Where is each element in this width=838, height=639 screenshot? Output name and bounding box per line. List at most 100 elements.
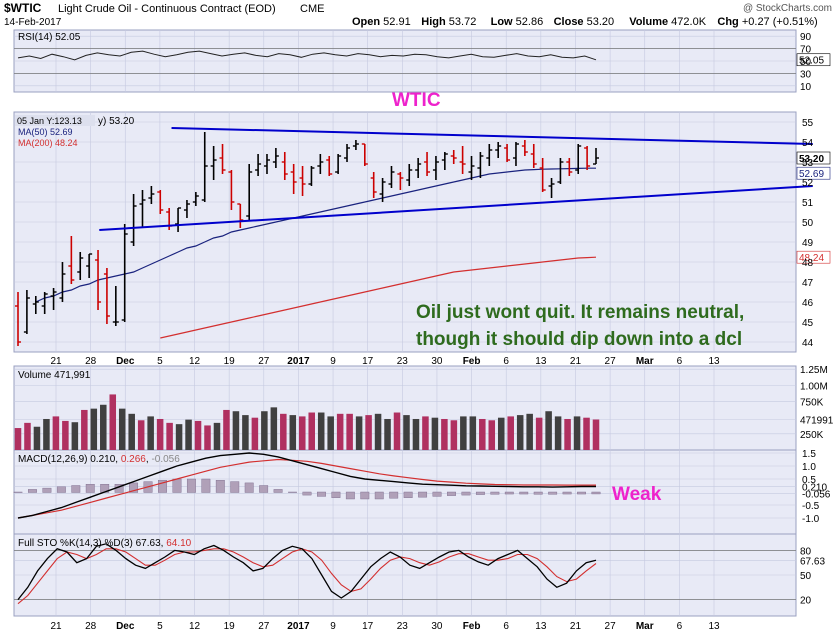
ma50-last-box-label: 52.69 — [799, 169, 824, 180]
macd-hist-17 — [259, 485, 269, 493]
macd-hist-39 — [577, 491, 586, 495]
macd-hist-15 — [230, 481, 240, 493]
macd-hist-32 — [475, 491, 485, 495]
xtick-price-6: 27 — [258, 356, 270, 367]
volume-bar-26 — [261, 411, 268, 450]
macd-hist-19 — [288, 491, 297, 493]
macd-hist-20 — [302, 491, 312, 496]
macd-hist-8 — [129, 482, 139, 493]
volume-bar-6 — [71, 422, 79, 450]
macd-hist-0 — [13, 491, 23, 493]
macd-hist-5 — [85, 484, 95, 493]
volume-bar-32 — [317, 412, 325, 450]
macd-hist-12 — [186, 478, 196, 493]
xtick-bottom-13: 6 — [503, 621, 509, 632]
sto-ytick-0: 80 — [800, 546, 812, 557]
xtick-bottom-17: Mar — [636, 621, 654, 632]
volume-bar-55 — [535, 417, 543, 450]
ma200-last-box — [796, 250, 831, 264]
grid-lines — [14, 30, 796, 616]
sto-series — [17, 543, 597, 605]
volume-bar-60 — [583, 417, 590, 450]
macd-hist-10 — [158, 480, 167, 493]
macd-ytick-6: -1.0 — [802, 514, 820, 525]
price-ytick-3: 52 — [802, 178, 814, 189]
volume-bar-1 — [24, 422, 31, 450]
xtick-price-15: 21 — [570, 356, 582, 367]
xtick-price-18: 6 — [677, 356, 683, 367]
macd-ytick-5: -0.5 — [802, 501, 820, 512]
comment-line-1: Oil just wont quit. It remains neutral, — [416, 302, 744, 323]
macd-ytick-0: 1.5 — [802, 449, 816, 460]
volume-bar-29 — [289, 415, 297, 450]
volume-bar-15 — [156, 418, 164, 450]
vol-ytick-0: 1.25M — [800, 365, 828, 376]
volume-bar-50 — [488, 420, 496, 450]
volume-bar-53 — [516, 415, 524, 450]
ma50-legend: MA(50) 52.69 — [18, 127, 73, 137]
macd-hist-28 — [418, 491, 428, 498]
macd-hist-16 — [244, 482, 254, 493]
price-ytick-4: 51 — [802, 198, 814, 209]
volume-bar-18 — [185, 419, 192, 450]
price-ytick-10: 45 — [802, 318, 814, 329]
ohlc-item-0: Open 52.91 — [352, 16, 411, 28]
macd-hist-37 — [548, 491, 558, 495]
volume-bar-17 — [175, 424, 183, 450]
volume-bar-38 — [374, 413, 382, 450]
instrument-name: Light Crude Oil - Continuous Contract (E… — [58, 3, 276, 15]
rsi-last-label: 52.05 — [799, 56, 824, 67]
vol-ytick-2: 750K — [800, 398, 824, 409]
ma200-legend: MA(200) 48.24 — [18, 138, 78, 148]
wtic-annotation: WTIC — [392, 90, 441, 111]
volume-bar-56 — [545, 411, 552, 450]
volume-bar-41 — [403, 415, 410, 450]
macd-hist-35 — [519, 491, 529, 495]
ohlc-readout: Open 52.91 High 53.72 Low 52.86 Close 53.20… — [352, 16, 818, 28]
rsi-last-box — [796, 53, 831, 67]
price-series: 53.20 52.69 48.24 — [15, 127, 831, 346]
volume-bar-46 — [450, 420, 458, 450]
volume-bar-61 — [592, 419, 600, 450]
volume-bar-20 — [204, 425, 211, 450]
volume-bar-39 — [384, 418, 391, 450]
volume-bar-49 — [479, 418, 486, 450]
xtick-price-3: 5 — [157, 356, 163, 367]
price-ytick-1: 54 — [802, 138, 814, 149]
xtick-bottom-15: 21 — [570, 621, 582, 632]
xtick-price-5: 19 — [224, 356, 236, 367]
macd-ytick-2: 0.5 — [802, 475, 816, 486]
hover-label: 05 Jan Y:123.13 — [17, 116, 82, 126]
volume-bar-43 — [422, 416, 429, 450]
volume-bar-27 — [270, 407, 278, 450]
xtick-price-0: 21 — [50, 356, 62, 367]
xtick-bottom-19: 13 — [708, 621, 720, 632]
price-panel — [13, 111, 797, 353]
price-ytick-2: 53 — [802, 158, 814, 169]
price-ytick-5: 50 — [802, 218, 814, 229]
rsi-ytick-2: 50 — [800, 57, 812, 68]
volume-bar-42 — [412, 418, 420, 450]
ma200-line — [160, 256, 597, 339]
xtick-bottom-0: 21 — [50, 621, 62, 632]
volume-bar-57 — [554, 416, 562, 450]
xtick-price-7: 2017 — [287, 356, 310, 367]
macd-hist-24 — [360, 491, 370, 500]
volume-bar-35 — [346, 413, 353, 450]
macd-hist-11 — [172, 478, 182, 493]
hover-box — [15, 115, 95, 126]
sto-label: Full STO %K(14,3) %D(3) 67.63, 64.10 — [18, 538, 192, 549]
volume-bar-13 — [137, 420, 145, 450]
comment-line-2: though it should dip down into a dcl — [416, 329, 742, 350]
ma200-last-box-label: 48.24 — [799, 253, 824, 264]
macd-ytick-1: 1.0 — [802, 462, 816, 473]
price-last-box-label: 53.20 — [799, 154, 824, 165]
sto-k-line — [17, 543, 597, 601]
macd-hist-36 — [533, 491, 543, 495]
macd-hist-26 — [389, 491, 399, 499]
sto-ytick-2: 50 — [800, 571, 812, 582]
macd-hist-22 — [331, 491, 341, 498]
vol-ytick-4: 250K — [800, 430, 824, 441]
price-ytick-0: 55 — [802, 118, 814, 129]
